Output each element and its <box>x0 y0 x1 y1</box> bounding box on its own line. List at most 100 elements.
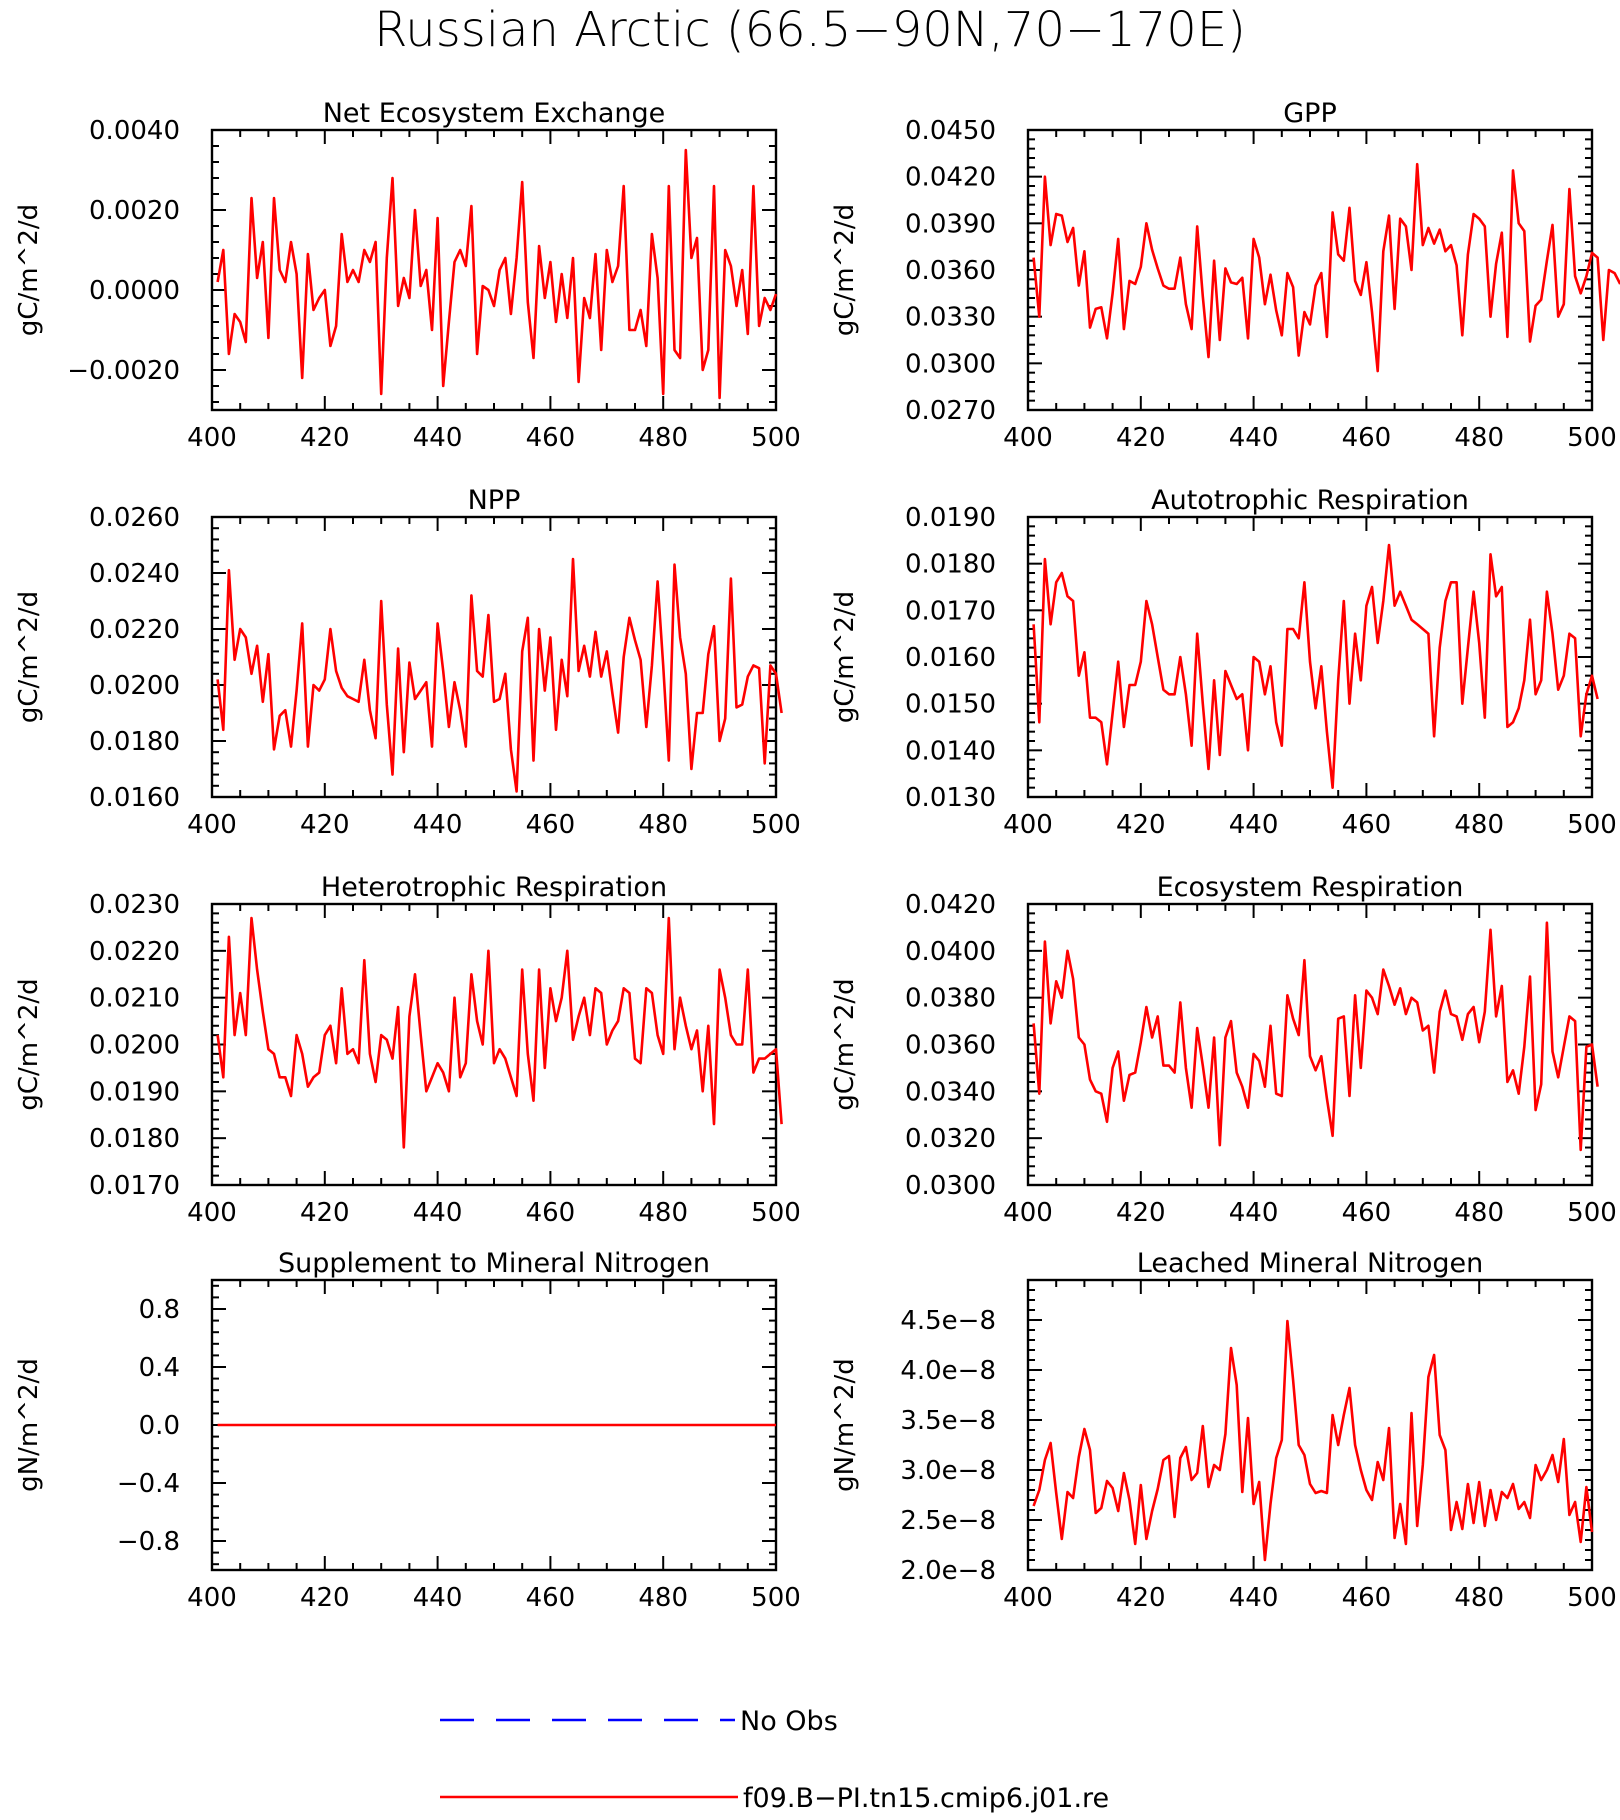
x-tick-label: 440 <box>413 810 463 840</box>
x-tick-label: 420 <box>1116 810 1166 840</box>
x-tick-label: 460 <box>526 810 576 840</box>
x-tick-label: 400 <box>1003 423 1053 453</box>
x-tick-label: 400 <box>1003 1198 1053 1228</box>
y-tick-label: 0.8 <box>139 1295 180 1325</box>
y-tick-label: 0.0380 <box>905 984 996 1014</box>
x-tick-label: 480 <box>1454 423 1504 453</box>
y-tick-label: 0.0170 <box>89 1171 180 1201</box>
x-tick-label: 480 <box>638 1583 688 1613</box>
panel-6: Ecosystem Respiration gC/m^2/d 400 420 440 46… <box>830 872 1617 1228</box>
x-tick-label: 440 <box>1229 1583 1279 1613</box>
y-tick-label: 0.0320 <box>905 1124 996 1154</box>
x-tick-label: 460 <box>1342 1198 1392 1228</box>
panel-title: NPP <box>468 485 521 516</box>
y-tick-label: 0.0420 <box>905 890 996 920</box>
panel-1: Net Ecosystem Exchange gC/m^2/d 400 420 440 4… <box>14 98 801 453</box>
x-tick-label: 500 <box>1567 810 1617 840</box>
x-tick-label: 400 <box>1003 1583 1053 1613</box>
y-tick-label: 0.0190 <box>905 503 996 533</box>
y-axis-label: gC/m^2/d <box>14 591 44 723</box>
y-tick-label: 0.0130 <box>905 783 996 813</box>
x-tick-label: 400 <box>1003 810 1053 840</box>
x-tick-label: 400 <box>187 1198 237 1228</box>
x-tick-label: 400 <box>187 810 237 840</box>
x-tick-label: 480 <box>638 1198 688 1228</box>
x-tick-label: 500 <box>751 1583 801 1613</box>
x-tick-label: 500 <box>1567 1198 1617 1228</box>
panel-title: Ecosystem Respiration <box>1157 872 1464 903</box>
plot-frame <box>1026 1278 1594 1572</box>
y-tick-label: 3.5e−8 <box>900 1406 996 1436</box>
series-line <box>1032 921 1599 1152</box>
y-tick-label: 0.0180 <box>89 1124 180 1154</box>
y-axis-label: gN/m^2/d <box>830 1358 860 1492</box>
y-tick-label: 0.0340 <box>905 1077 996 1107</box>
x-tick-label: 480 <box>1454 1583 1504 1613</box>
x-tick-label: 460 <box>1342 1583 1392 1613</box>
y-tick-label: 0.0020 <box>89 196 180 226</box>
x-tick-label: 460 <box>1342 423 1392 453</box>
y-tick-label: 0.0170 <box>905 596 996 626</box>
x-tick-label: 480 <box>1454 1198 1504 1228</box>
x-tick-label: 460 <box>526 423 576 453</box>
x-tick-label: 420 <box>300 1583 350 1613</box>
x-tick-label: 440 <box>413 1583 463 1613</box>
y-tick-label: 0.0210 <box>89 984 180 1014</box>
panel-title: Leached Mineral Nitrogen <box>1137 1248 1483 1279</box>
y-tick-label: 0.0240 <box>89 559 180 589</box>
y-tick-label: 0.0160 <box>89 783 180 813</box>
y-tick-label: −0.8 <box>117 1527 180 1557</box>
y-tick-label: 0.0160 <box>905 643 996 673</box>
y-tick-label: 0.0040 <box>89 116 180 146</box>
panel-7: Supplement to Mineral Nitrogen gN/m^2/d 40… <box>14 1248 801 1613</box>
x-tick-label: 500 <box>751 423 801 453</box>
x-tick-label: 460 <box>526 1583 576 1613</box>
plot-frame <box>1026 128 1594 412</box>
panels: Net Ecosystem Exchange gC/m^2/d 400 420 440 4… <box>14 98 1620 1613</box>
series-line <box>1032 1319 1594 1562</box>
y-tick-label: 0.0220 <box>89 937 180 967</box>
y-tick-label: 0.0000 <box>89 276 180 306</box>
x-tick-label: 440 <box>1229 423 1279 453</box>
y-tick-label: 4.5e−8 <box>900 1306 996 1336</box>
y-tick-label: 0.0200 <box>89 671 180 701</box>
panel-title: Supplement to Mineral Nitrogen <box>278 1248 710 1279</box>
y-axis-label: gN/m^2/d <box>14 1358 44 1492</box>
y-tick-label: 0.0 <box>139 1411 180 1441</box>
legend-label-model: f09.B−PI.tn15.cmip6.j01.re <box>743 1783 1109 1814</box>
y-tick-label: 0.0360 <box>905 1031 996 1061</box>
x-tick-label: 400 <box>187 1583 237 1613</box>
x-tick-label: 400 <box>187 423 237 453</box>
x-tick-label: 440 <box>1229 810 1279 840</box>
y-tick-label: 0.0180 <box>905 550 996 580</box>
y-tick-label: 0.0400 <box>905 937 996 967</box>
panel-title: Net Ecosystem Exchange <box>323 98 666 129</box>
x-tick-label: 500 <box>751 1198 801 1228</box>
panel-5: Heterotrophic Respiration gC/m^2/d 400 420 4… <box>14 872 801 1228</box>
figure-title: Russian Arctic (66.5−90N,70−170E) <box>374 2 1246 58</box>
x-tick-label: 500 <box>751 810 801 840</box>
legend: No Obs f09.B−PI.tn15.cmip6.j01.re <box>440 1706 1109 1814</box>
legend-label-no-obs: No Obs <box>740 1706 838 1737</box>
y-tick-label: 0.0180 <box>89 727 180 757</box>
y-tick-label: 0.0450 <box>905 116 996 146</box>
x-tick-label: 420 <box>300 810 350 840</box>
y-tick-label: 2.0e−8 <box>900 1556 996 1586</box>
y-tick-label: 0.0420 <box>905 163 996 193</box>
panel-title: Heterotrophic Respiration <box>321 872 667 903</box>
y-tick-label: 0.0330 <box>905 303 996 333</box>
y-tick-label: 0.0220 <box>89 615 180 645</box>
y-tick-label: 0.0200 <box>89 1031 180 1061</box>
y-axis-label: gC/m^2/d <box>830 978 860 1110</box>
x-tick-label: 420 <box>300 423 350 453</box>
series-line <box>216 916 783 1149</box>
x-tick-label: 440 <box>413 1198 463 1228</box>
x-tick-label: 500 <box>1567 423 1617 453</box>
x-tick-label: 500 <box>1567 1583 1617 1613</box>
x-tick-label: 480 <box>638 810 688 840</box>
series-line <box>216 557 783 793</box>
y-tick-label: 4.0e−8 <box>900 1356 996 1386</box>
y-tick-label: 0.0390 <box>905 209 996 239</box>
y-axis-label: gC/m^2/d <box>14 204 44 336</box>
